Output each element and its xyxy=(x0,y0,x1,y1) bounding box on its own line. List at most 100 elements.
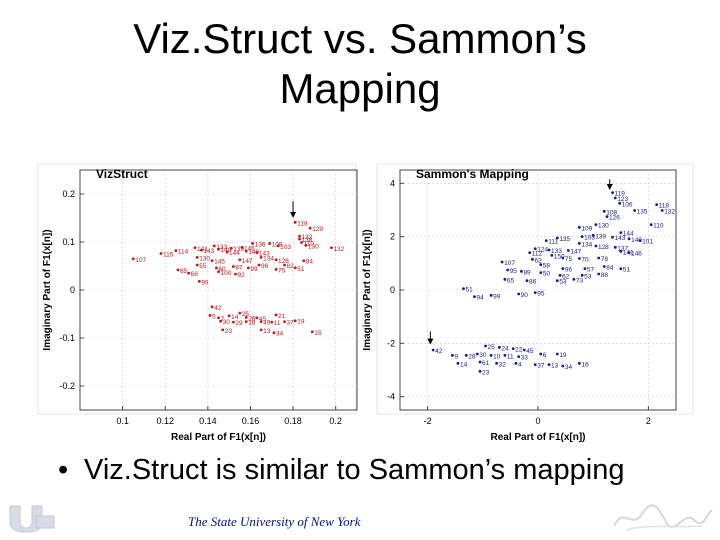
data-point-label: 51 xyxy=(623,267,631,274)
data-point-label: 135 xyxy=(637,209,648,216)
data-point xyxy=(229,246,233,250)
data-point-label: 70 xyxy=(581,257,589,264)
data-point-label: 22 xyxy=(515,347,523,354)
data-point xyxy=(187,271,191,275)
data-point-label: 87 xyxy=(235,264,243,271)
data-point xyxy=(555,236,559,240)
data-point-label: 130 xyxy=(308,243,319,250)
data-point xyxy=(555,279,559,283)
data-point xyxy=(633,209,636,212)
data-point-label: 99 xyxy=(250,266,258,273)
data-point xyxy=(246,266,250,270)
data-point xyxy=(293,220,297,224)
data-point xyxy=(283,263,286,267)
data-point-label: 132 xyxy=(664,209,675,216)
data-point-label: 58 xyxy=(543,263,551,270)
data-point xyxy=(200,248,203,252)
data-point xyxy=(238,258,242,262)
data-point-label: 136 xyxy=(255,241,266,248)
data-point-label: 19 xyxy=(559,352,567,359)
data-point-label: 42 xyxy=(435,348,443,355)
data-point-label: 118 xyxy=(297,220,308,227)
x-tick-label: 0.2 xyxy=(329,416,342,426)
data-point-label: 18 xyxy=(248,320,256,327)
data-point-label: 108 xyxy=(606,209,617,216)
data-point-label: 75 xyxy=(278,267,286,274)
data-point-label: 101 xyxy=(642,239,653,246)
data-point xyxy=(649,223,653,227)
data-point-label: 13 xyxy=(263,328,271,335)
data-point-label: 144 xyxy=(623,231,634,238)
data-point-label: 14 xyxy=(231,314,239,321)
data-point xyxy=(464,353,468,357)
data-point-label: 55 xyxy=(199,263,207,270)
data-point xyxy=(238,311,242,315)
data-point xyxy=(528,251,532,255)
x-tick-label: 2 xyxy=(646,416,651,426)
data-point-label: 94 xyxy=(477,295,485,302)
data-point-label: 34 xyxy=(276,331,284,338)
data-point-label: 4 xyxy=(518,361,522,368)
data-point-label: 45 xyxy=(259,316,267,323)
data-point-label: 119 xyxy=(615,191,626,198)
annotation-arrow-head xyxy=(290,212,297,218)
data-point xyxy=(217,316,220,320)
university-logo-icon xyxy=(9,505,55,533)
data-point xyxy=(555,352,559,356)
data-point-label: 88 xyxy=(601,272,609,279)
data-point-label: 147 xyxy=(570,249,581,256)
data-point xyxy=(431,348,435,352)
data-point xyxy=(503,277,507,281)
data-point xyxy=(533,291,537,295)
data-point xyxy=(255,251,259,254)
data-point-label: 96 xyxy=(565,267,573,274)
data-point-label: 51 xyxy=(297,266,305,273)
data-point-label: 96 xyxy=(261,263,269,270)
data-point-label: 90 xyxy=(521,292,529,299)
data-point xyxy=(550,253,554,257)
data-point xyxy=(547,363,551,367)
data-point-label: 82 xyxy=(287,263,295,270)
data-point-label: 49 xyxy=(263,320,271,327)
data-point xyxy=(298,234,301,238)
data-point-label: 16 xyxy=(581,361,589,368)
y-tick-label: 0 xyxy=(70,285,75,295)
data-point xyxy=(176,268,180,272)
data-point xyxy=(159,252,163,255)
data-point xyxy=(597,256,601,260)
data-point xyxy=(580,273,584,277)
data-point xyxy=(244,249,248,253)
data-point-label: 30 xyxy=(479,352,487,359)
data-point xyxy=(293,266,297,270)
data-point xyxy=(522,348,526,352)
x-tick-label: 0.12 xyxy=(156,416,174,426)
x-axis-label: Real Part of F1(x[n]) xyxy=(171,432,266,443)
data-point-label: 65 xyxy=(180,268,188,275)
annotation-arrow-head xyxy=(606,184,613,190)
charts-figure: 0.1 0.12 0.14 0.16 0.18 0.2 0.2 0.1 0 -0.1 -0.2 Viz… xyxy=(37,163,694,443)
data-point-label: 32 xyxy=(499,361,507,368)
data-point-label: 103 xyxy=(280,244,291,251)
title-line-2: Mapping xyxy=(279,65,441,112)
y-axis-label: Imaginary Part of F1(x[n]) xyxy=(362,229,373,350)
data-point-label: 100 xyxy=(221,270,232,277)
data-point-label: 135 xyxy=(559,236,570,243)
data-point xyxy=(602,209,606,213)
data-point xyxy=(597,272,601,276)
data-point xyxy=(259,320,263,324)
data-point-label: 124 xyxy=(537,247,548,254)
data-point xyxy=(531,257,534,261)
y-tick-label: -0.1 xyxy=(59,333,75,343)
data-point-label: 134 xyxy=(581,241,592,248)
data-point-label: 141 xyxy=(197,246,208,253)
data-point xyxy=(594,223,598,227)
data-point xyxy=(456,361,460,365)
data-point xyxy=(613,196,617,200)
data-point xyxy=(330,246,333,250)
y-tick-label: -2 xyxy=(387,338,395,348)
data-point xyxy=(578,257,581,260)
data-point-label: 53 xyxy=(559,279,567,286)
data-point xyxy=(611,235,614,239)
data-point-label: 13 xyxy=(551,363,559,370)
data-point-label: 53 xyxy=(584,273,592,280)
